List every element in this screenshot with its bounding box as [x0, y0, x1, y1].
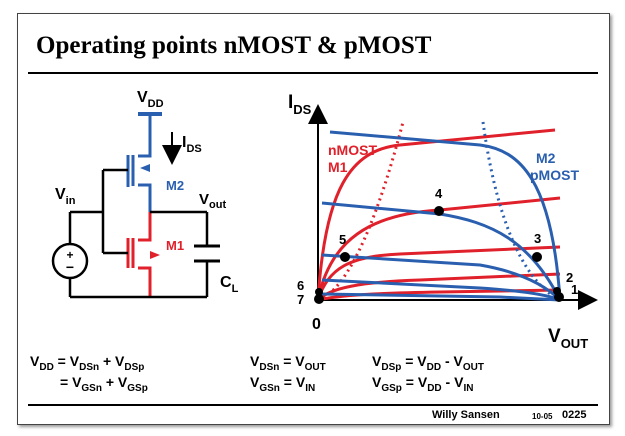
footer-rule — [28, 404, 598, 406]
nmos-curve-2 — [316, 196, 561, 301]
m1-nmos-transistor — [126, 212, 152, 297]
operating-point-7 — [314, 294, 324, 304]
equation-vgsp: VGSp = VDD - VIN — [372, 374, 473, 394]
equation-vdsp: VDSp = VDD - VOUT — [372, 353, 484, 373]
origin-label: 0 — [312, 316, 321, 333]
source-minus: − — [66, 259, 74, 275]
equation-vdsn: VDSn = VOUT — [250, 353, 326, 373]
ids-label: IDS — [182, 134, 202, 155]
vout-label: Vout — [199, 191, 226, 211]
nmos-curve-1 — [316, 128, 556, 301]
point-label-6: 6 — [297, 278, 304, 293]
m2-body-arrow — [140, 164, 150, 172]
point-label-1: 1 — [571, 282, 578, 297]
footer-page-number: 0225 — [562, 409, 587, 421]
source-plus: + — [66, 248, 73, 262]
pmos-curve-3 — [321, 253, 562, 302]
ids-vout-graph: IDS VOUT 0 — [288, 92, 598, 351]
point-label-5: 5 — [339, 232, 346, 247]
pmos-curve-2 — [321, 201, 562, 301]
equation-vgsn: VGSn = VIN — [250, 374, 315, 394]
equations: VDD = VDSn + VDSp = VGSn + VGSp VDSn = V… — [30, 353, 484, 394]
operating-point-6 — [315, 288, 323, 296]
slide-title: Operating points nMOST & pMOST — [36, 32, 432, 59]
nmos-curve-3 — [316, 245, 561, 301]
footer-code: 10-05 — [532, 412, 553, 421]
footer-author: Willy Sansen — [432, 409, 500, 421]
pmos-saturation-boundary — [481, 121, 561, 302]
vin-label: Vin — [55, 186, 76, 207]
m1-body-arrow — [150, 251, 160, 259]
title-rule — [28, 72, 598, 74]
nmos-curve-4 — [316, 272, 561, 302]
cl-label: CL — [220, 274, 239, 295]
nmos-m1-label: M1 — [328, 159, 348, 175]
equation-vdd-ds: VDD = VDSn + VDSp — [30, 353, 144, 373]
point-label-2: 2 — [566, 270, 573, 285]
vdd-label: VDD — [137, 89, 164, 110]
circuit-schematic: VDD IDS M2 M1 — [51, 89, 239, 299]
point-label-7: 7 — [297, 292, 304, 307]
pmos-m2-label: M2 — [536, 150, 556, 166]
operating-points: 1 2 3 4 5 6 7 — [297, 186, 578, 307]
m2-pmos-transistor — [126, 114, 152, 212]
nmos-label: nMOST — [328, 142, 377, 158]
pmos-curve-5 — [321, 292, 561, 302]
x-axis-label: VOUT — [548, 326, 588, 351]
operating-point-3 — [532, 252, 542, 262]
m1-label: M1 — [166, 238, 184, 253]
circuit-wiring — [68, 168, 209, 299]
point-label-3: 3 — [534, 231, 541, 246]
equation-vdd-gs: = VGSn + VGSp — [60, 374, 148, 394]
operating-point-2 — [553, 287, 561, 295]
operating-point-5 — [340, 252, 350, 262]
pmos-label: pMOST — [530, 167, 579, 183]
slide-frame — [17, 13, 610, 425]
y-axis-label: IDS — [288, 92, 312, 117]
operating-point-4 — [434, 206, 444, 216]
point-label-4: 4 — [435, 186, 443, 201]
m2-label: M2 — [166, 178, 184, 193]
input-source — [51, 242, 89, 280]
